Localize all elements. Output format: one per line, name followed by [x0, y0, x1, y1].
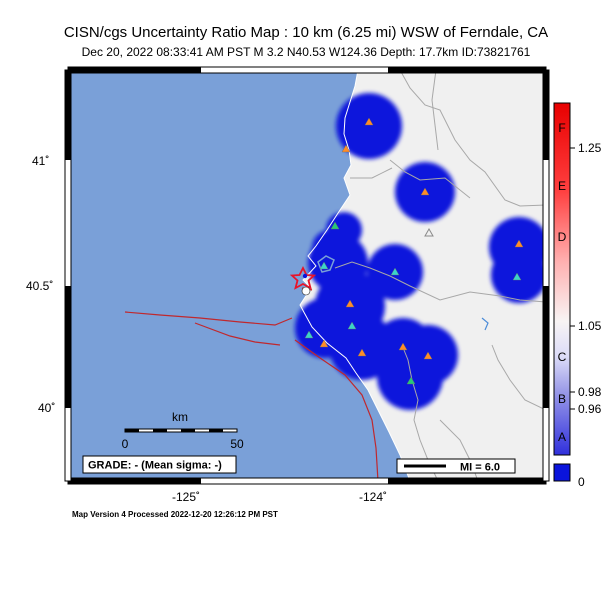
colorbar-value: 0.96 — [578, 402, 602, 416]
latitude-labels: 41˚ 40.5˚ 40˚ — [26, 154, 55, 415]
map-frame — [64, 66, 550, 485]
lon-label: -124˚ — [359, 490, 387, 504]
grade-box: GRADE: - (Mean sigma: -) — [82, 455, 237, 474]
grade-text: GRADE: - (Mean sigma: -) — [88, 460, 222, 472]
map-title: CISN/cgs Uncertainty Ratio Map : 10 km (… — [63, 24, 549, 41]
lake — [481, 317, 489, 331]
longitude-labels: -125˚ -124˚ — [172, 490, 387, 504]
scale-min-label: 0 — [122, 437, 129, 451]
grade-letter: C — [558, 350, 567, 364]
grade-letter: B — [558, 392, 566, 406]
uncertainty-coverage — [295, 93, 546, 410]
colorbar-value: 1.25 — [578, 141, 602, 155]
grade-letter: E — [558, 179, 566, 193]
bay — [317, 255, 335, 273]
colorbar-value: 1.05 — [578, 319, 602, 333]
rivers — [334, 70, 546, 481]
zero-swatch — [553, 463, 571, 482]
scale-max-label: 50 — [230, 437, 244, 451]
grade-letter: F — [558, 121, 565, 135]
grade-letter: D — [558, 230, 567, 244]
lat-label: 40˚ — [38, 401, 55, 415]
lat-label: 40.5˚ — [26, 279, 53, 293]
color-scale: F E D C B A 1.25 1.05 0.98 0.96 0 — [553, 102, 602, 489]
lat-label: 41˚ — [32, 154, 49, 168]
lon-label: -125˚ — [172, 490, 200, 504]
mmi-legend: MI = 6.0 — [396, 458, 516, 474]
mmi-legend-label: MI = 6.0 — [460, 462, 500, 474]
scale-title: km — [172, 410, 188, 424]
scale-bar: km 0 50 — [122, 410, 244, 451]
stations — [304, 117, 524, 385]
colorbar-value: 0.98 — [578, 385, 602, 399]
event-info: Dec 20, 2022 08:33:41 AM PST M 3.2 N40.5… — [81, 45, 531, 59]
colorbar-value: 0 — [578, 475, 585, 489]
processing-info: Map Version 4 Processed 2022-12-20 12:26… — [72, 510, 278, 519]
epicenter-star-icon — [289, 265, 317, 296]
map-area: km 0 50 GRADE: - (Mean sigma: -) MI = 6.… — [68, 70, 546, 481]
coastline — [299, 70, 411, 481]
grade-letter: A — [558, 430, 566, 444]
